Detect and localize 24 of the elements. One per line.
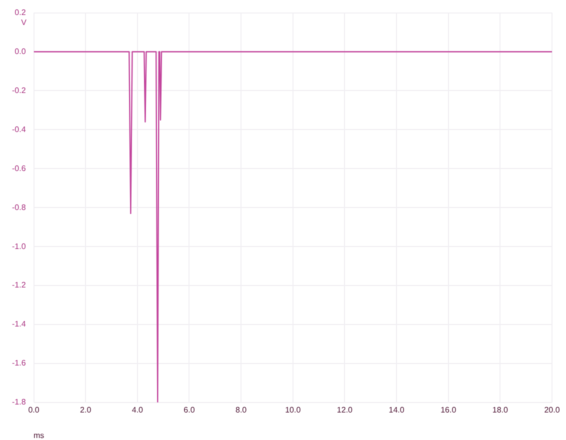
y-tick-label: -1.8 <box>12 398 26 407</box>
y-tick-label: -0.2 <box>12 86 26 95</box>
x-axis-title: ms <box>33 431 44 440</box>
y-tick-label: -0.8 <box>12 202 26 212</box>
x-tick-label: 20.0 <box>544 405 560 414</box>
x-tick-label: 16.0 <box>440 405 457 414</box>
x-tick-label: 8.0 <box>236 405 248 414</box>
y-tick-label: -0.4 <box>12 124 26 134</box>
y-tick-label: 0.0 <box>14 46 26 56</box>
y-tick-label: -1.4 <box>12 320 26 329</box>
y-tick-label: -1.0 <box>12 242 26 251</box>
x-tick-label: 14.0 <box>388 405 405 414</box>
y-tick-label: 0.2 <box>14 8 26 18</box>
y-tick-label: -0.6 <box>12 164 26 173</box>
x-tick-label: 10.0 <box>285 405 302 414</box>
y-axis-title: V <box>21 18 28 28</box>
y-tick-label: -1.2 <box>12 280 26 290</box>
x-tick-label: 0.0 <box>28 405 40 414</box>
y-tick-label: -1.6 <box>12 358 26 368</box>
x-tick-label: 2.0 <box>80 405 92 414</box>
x-tick-label: 6.0 <box>184 405 196 414</box>
x-tick-label: 18.0 <box>492 405 509 414</box>
x-tick-label: 12.0 <box>336 405 354 414</box>
x-tick-label: 4.0 <box>132 405 144 414</box>
